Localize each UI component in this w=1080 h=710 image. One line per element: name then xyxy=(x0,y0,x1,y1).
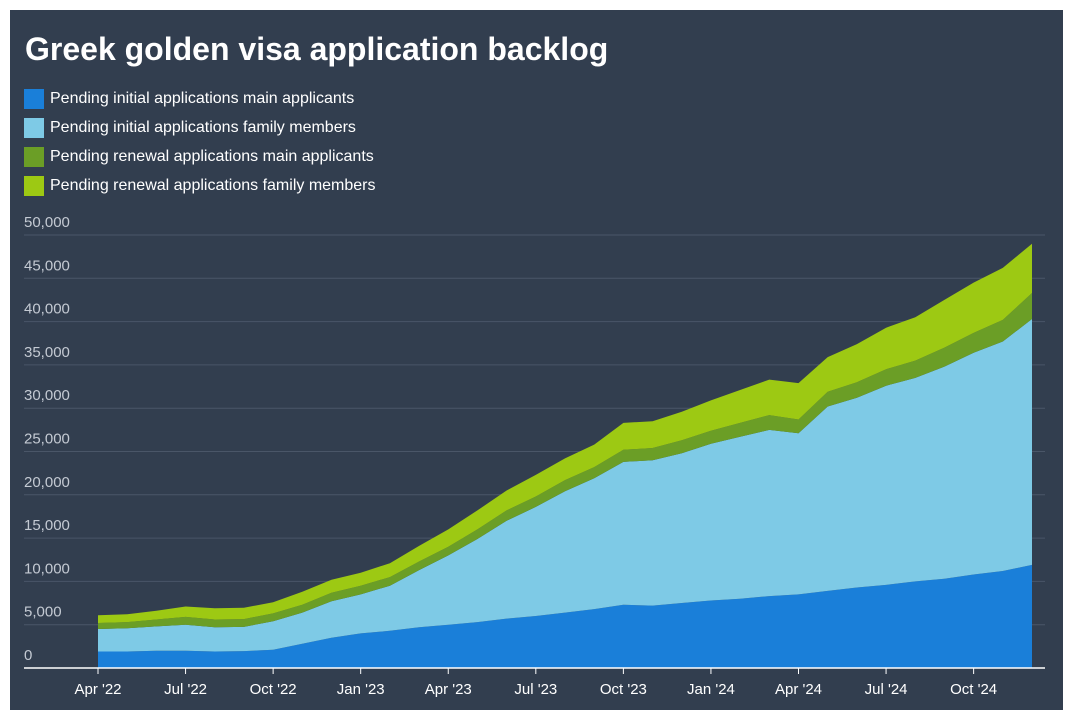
x-tick-label: Apr '24 xyxy=(775,681,822,698)
y-tick-label: 25,000 xyxy=(24,431,70,448)
y-tick-label: 0 xyxy=(24,647,32,664)
series-area-0 xyxy=(98,564,1032,668)
y-tick-label: 20,000 xyxy=(24,474,70,491)
legend-item-initial-main: Pending initial applications main applic… xyxy=(24,84,376,113)
chart-title: Greek golden visa application backlog xyxy=(25,31,609,67)
series-areas xyxy=(98,243,1032,668)
legend-swatch-initial-family xyxy=(24,117,44,138)
axes: Apr '22 Jul '22 Oct '22 Jan '23 Apr '23 Jul '… xyxy=(24,667,1045,698)
legend-item-renewal-family: Pending renewal applications family memb… xyxy=(24,171,376,200)
legend-swatch-initial-main xyxy=(24,88,44,109)
y-tick-label: 5,000 xyxy=(24,604,62,621)
y-tick-label: 10,000 xyxy=(24,560,70,577)
legend-label-initial-family: Pending initial applications family memb… xyxy=(50,118,356,136)
y-tick-label: 15,000 xyxy=(24,517,70,534)
x-tick-label: Jan '24 xyxy=(687,681,735,698)
chart-legend: Pending initial applications main applic… xyxy=(24,84,376,200)
legend-label-renewal-family: Pending renewal applications family memb… xyxy=(50,176,376,194)
x-tick-label: Apr '22 xyxy=(74,681,121,698)
x-tick-label: Jan '23 xyxy=(337,681,385,698)
x-tick-label: Apr '23 xyxy=(425,681,472,698)
y-tick-label: 45,000 xyxy=(24,257,70,274)
x-tick-label: Jul '23 xyxy=(514,681,557,698)
legend-swatch-renewal-family xyxy=(24,175,44,196)
x-tick-label: Oct '22 xyxy=(250,681,297,698)
x-tick-label: Jul '22 xyxy=(164,681,207,698)
y-tick-label: 30,000 xyxy=(24,387,70,404)
x-tick-label: Oct '24 xyxy=(950,681,997,698)
legend-item-initial-family: Pending initial applications family memb… xyxy=(24,113,376,142)
y-tick-label: 35,000 xyxy=(24,344,70,361)
series-area-1 xyxy=(98,319,1032,652)
legend-swatch-renewal-main xyxy=(24,146,44,167)
x-tick-label: Oct '23 xyxy=(600,681,647,698)
x-tick-label: Jul '24 xyxy=(865,681,908,698)
y-tick-label: 40,000 xyxy=(24,301,70,318)
legend-item-renewal-main: Pending renewal applications main applic… xyxy=(24,142,376,171)
legend-label-renewal-main: Pending renewal applications main applic… xyxy=(50,147,374,165)
y-tick-label: 50,000 xyxy=(24,214,70,231)
legend-label-initial-main: Pending initial applications main applic… xyxy=(50,89,355,107)
